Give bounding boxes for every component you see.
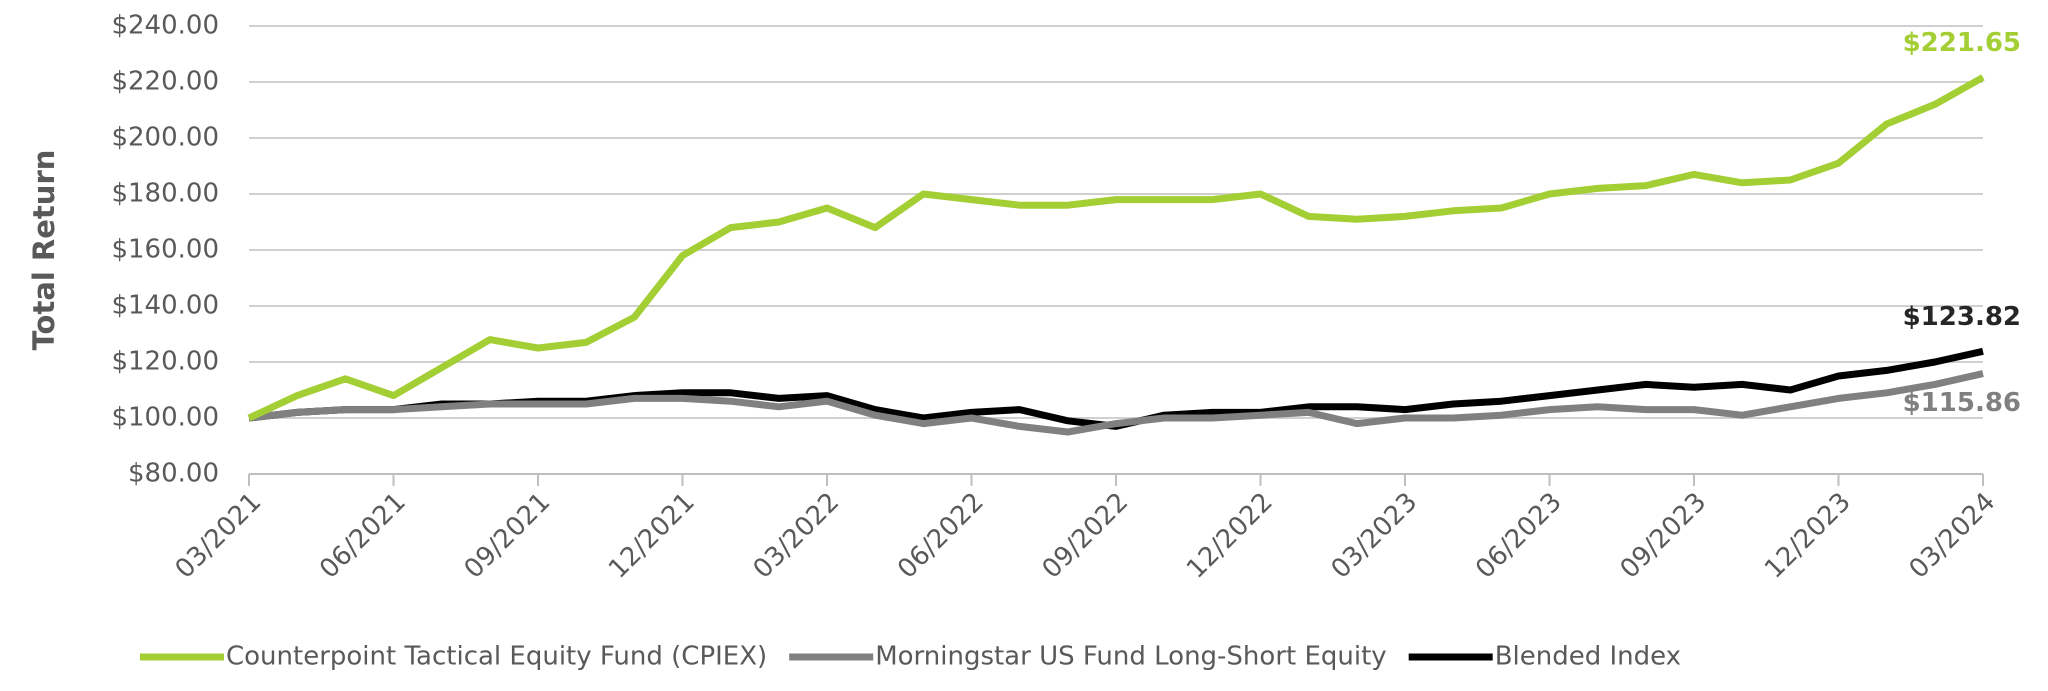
x-tick-label: 03/2022 xyxy=(748,487,846,585)
y-axis-title: Total Return xyxy=(27,150,61,351)
legend-label: Counterpoint Tactical Equity Fund (CPIEX… xyxy=(226,642,767,672)
x-tick-label: 03/2023 xyxy=(1326,487,1424,585)
legend-label: Morningstar US Fund Long-Short Equity xyxy=(875,642,1387,672)
x-tick-label: 09/2023 xyxy=(1615,487,1713,585)
x-tick-label: 12/2023 xyxy=(1759,487,1857,585)
value-label: $221.65 xyxy=(1903,28,2021,58)
x-tick-label: 12/2022 xyxy=(1181,487,1279,585)
y-tick-label: $240.00 xyxy=(111,11,219,41)
value-label: $115.86 xyxy=(1903,388,2021,418)
x-tick-label: 03/2024 xyxy=(1904,487,2002,585)
x-tick-label: 03/2021 xyxy=(170,487,268,585)
series-line xyxy=(248,370,1984,436)
x-tick-label: 06/2022 xyxy=(892,487,990,585)
series-line xyxy=(247,74,1985,422)
y-tick-label: $80.00 xyxy=(128,459,219,489)
y-tick-label: $220.00 xyxy=(111,67,219,97)
x-tick-label: 09/2022 xyxy=(1037,487,1135,585)
y-tick-label: $160.00 xyxy=(111,235,219,265)
x-tick-label: 09/2021 xyxy=(459,487,557,585)
x-tick-label: 06/2021 xyxy=(314,487,412,585)
legend-label: Blended Index xyxy=(1495,642,1681,672)
x-tick-label: 06/2023 xyxy=(1470,487,1568,585)
y-tick-label: $200.00 xyxy=(111,123,219,153)
y-tick-label: $180.00 xyxy=(111,179,219,209)
value-label: $123.82 xyxy=(1903,302,2021,332)
y-tick-label: $140.00 xyxy=(111,291,219,321)
y-tick-label: $120.00 xyxy=(111,347,219,377)
y-tick-label: $100.00 xyxy=(111,403,219,433)
x-tick-label: 12/2021 xyxy=(603,487,701,585)
